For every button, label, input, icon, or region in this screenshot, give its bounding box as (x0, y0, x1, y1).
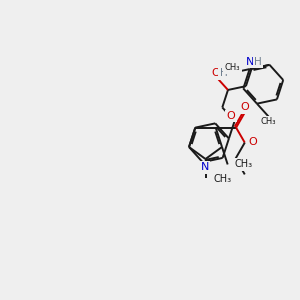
Text: CH₃: CH₃ (214, 174, 232, 184)
Text: N: N (201, 162, 209, 172)
Text: O: O (248, 137, 257, 147)
Text: CH₃: CH₃ (261, 117, 276, 126)
Text: H: H (220, 68, 228, 78)
Text: H: H (254, 57, 262, 67)
Text: O: O (240, 103, 249, 112)
Text: N: N (246, 57, 254, 67)
Text: O: O (212, 68, 220, 78)
Text: O: O (226, 111, 236, 121)
Text: CH₃: CH₃ (234, 160, 252, 170)
Text: CH₃: CH₃ (225, 63, 240, 72)
